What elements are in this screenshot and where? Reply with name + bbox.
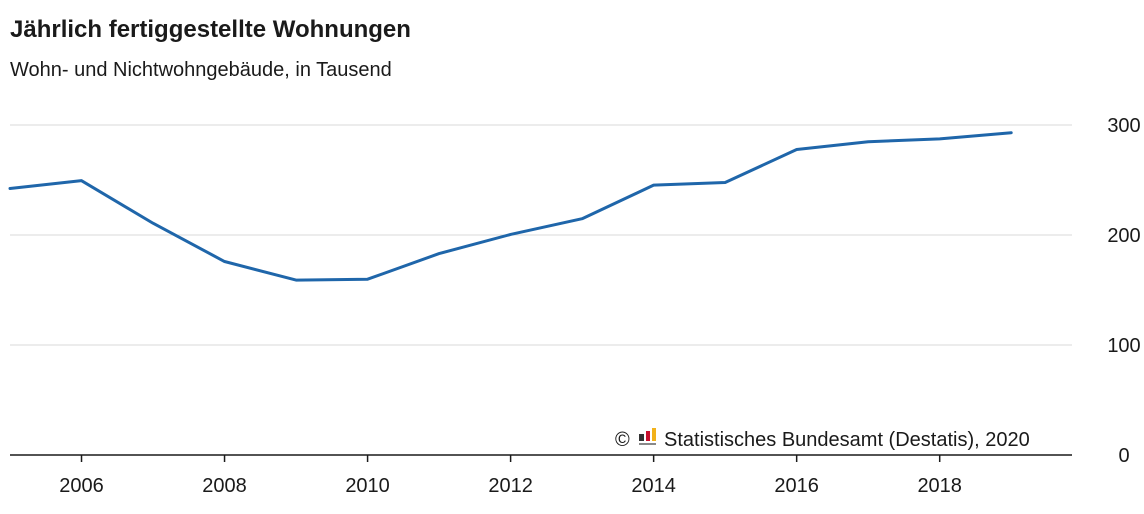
x-tick-label-2018: 2018: [917, 475, 962, 497]
series-line-0: [8, 131, 1013, 282]
y-tick-label-300: 300: [1107, 115, 1140, 137]
x-tick-label-2006: 2006: [59, 475, 104, 497]
x-tick-label-2012: 2012: [488, 475, 533, 497]
copyright-symbol: ©: [615, 429, 630, 451]
y-tick-label-100: 100: [1107, 335, 1140, 357]
gridlines: [10, 124, 1072, 346]
series-layer: [8, 131, 1013, 282]
source-note: © Statistisches Bundesamt (Destatis), 20…: [615, 428, 1030, 451]
x-tick-label-2008: 2008: [202, 475, 247, 497]
y-tick-label-200: 200: [1107, 225, 1140, 247]
y-tick-label-0: 0: [1118, 445, 1129, 467]
chart-subtitle: Wohn- und Nichtwohngebäude, in Tausend: [10, 59, 392, 81]
axes: 0 100 200 300 2006 2008 2010 2012 2014 2016 2018: [10, 115, 1141, 497]
destatis-logo-icon: [639, 428, 656, 445]
x-tick-label-2016: 2016: [774, 475, 819, 497]
source-text: Statistisches Bundesamt (Destatis), 2020: [664, 429, 1030, 451]
x-tick-label-2014: 2014: [631, 475, 676, 497]
x-tick-label-2010: 2010: [345, 475, 390, 497]
chart-title: Jährlich fertiggestellte Wohnungen: [10, 16, 411, 43]
